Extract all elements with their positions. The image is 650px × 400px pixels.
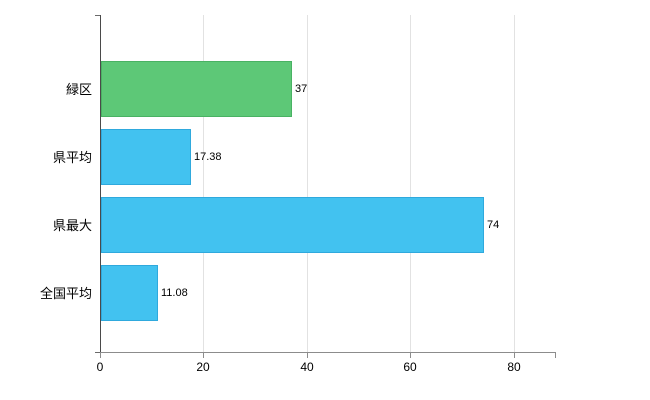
bar-1: [101, 129, 191, 185]
bar-value-label-0: 37: [295, 83, 308, 95]
grid-line-60: [410, 15, 411, 352]
bar-value-label-2: 74: [487, 219, 500, 231]
x-axis-tick-20: [203, 353, 204, 358]
grid-line-20: [203, 15, 204, 352]
plot-area: 37 17.38 74 11.08: [100, 15, 555, 352]
bar-value-label-1: 17.38: [194, 151, 222, 163]
x-axis-tick-40: [307, 353, 308, 358]
x-axis-tick-0: [100, 353, 101, 358]
category-label-2: 県最大: [52, 218, 92, 233]
y-axis-tick-1: [95, 352, 100, 353]
category-label-1: 県平均: [52, 150, 92, 165]
bar-0: [101, 61, 292, 117]
y-axis-tick-0: [95, 15, 100, 16]
x-axis-line: [100, 352, 556, 353]
y-axis-line: [100, 15, 101, 352]
bar-2: [101, 197, 484, 253]
category-label-3: 全国平均: [39, 286, 92, 301]
bar-value-label-3: 11.08: [161, 287, 188, 299]
x-tick-label-20: 20: [196, 360, 210, 374]
category-label-0: 緑区: [65, 82, 92, 97]
x-tick-label-60: 60: [403, 360, 417, 374]
x-tick-label-0: 0: [96, 360, 104, 374]
bar-3: [101, 265, 158, 321]
grid-line-80: [514, 15, 515, 352]
grid-line-40: [307, 15, 308, 352]
x-tick-label-40: 40: [300, 360, 314, 374]
x-tick-label-80: 80: [507, 360, 521, 374]
x-axis-tick-60: [410, 353, 411, 358]
x-axis-tick-end: [555, 353, 556, 358]
x-axis-tick-80: [514, 353, 515, 358]
